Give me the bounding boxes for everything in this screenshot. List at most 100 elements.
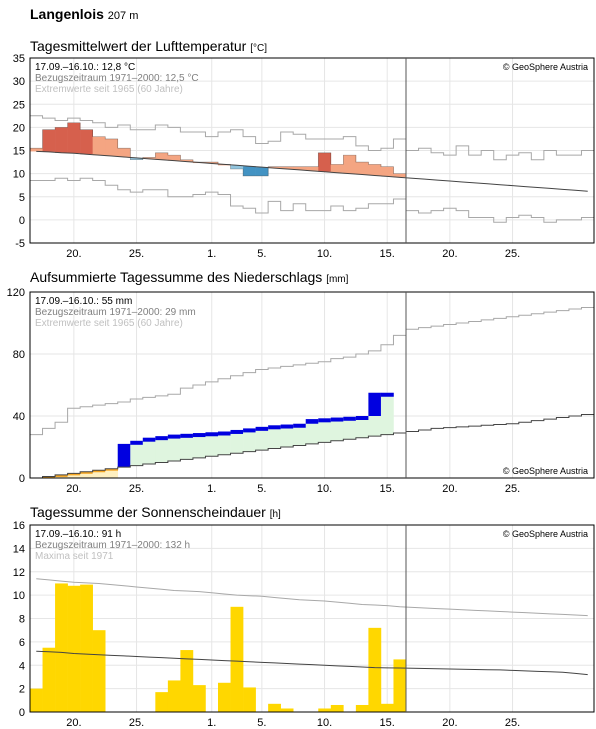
panel-0-ytick-0: -5 (15, 238, 25, 250)
precip-above-15 (218, 431, 231, 436)
temperature-title: Tagesmittelwert der Lufttemperatur [°C] (30, 38, 267, 54)
panel-1-ytick-0: 0 (19, 473, 25, 485)
panel-0-border (29, 57, 595, 244)
sunshine-bar-20 (280, 708, 294, 712)
panel-2-ytick-2: 4 (19, 660, 25, 672)
precip-above-8 (130, 440, 144, 445)
temperature-title-text: Tagesmittelwert der Lufttemperatur (30, 38, 247, 54)
panel-2-xtick-3: 5. (257, 717, 266, 729)
precip-above-17 (243, 428, 256, 433)
precip-above-21 (293, 423, 307, 428)
panel-1-xtick-7: 25. (505, 483, 520, 495)
panel-0-info-0: 17.09.–16.10.: 12,8 °C (35, 62, 135, 73)
panel-0-xtick-6: 20. (442, 248, 457, 260)
sunshine-bar-23 (318, 708, 332, 712)
panel-1-ytick-1: 40 (13, 411, 25, 423)
sunshine-bar-11 (167, 680, 181, 712)
sunshine-bar-4 (80, 584, 93, 712)
temperature-bar-10 (155, 152, 169, 160)
temperature-bar-1 (42, 129, 56, 152)
temperature-bar-29 (393, 173, 407, 178)
sunshine-bar-0 (30, 688, 43, 712)
precip-max-extreme-line (30, 307, 594, 436)
panel-1-xtick-2: 1. (207, 483, 216, 495)
precip-above-28 (380, 392, 394, 397)
panel-2-xtick-1: 25. (129, 717, 144, 729)
precip-surplus-19 (268, 425, 281, 449)
precip-below-5 (92, 470, 106, 473)
temperature-bar-24 (330, 164, 344, 173)
temperature-bar-7 (117, 148, 131, 157)
temperature-bar-17 (243, 166, 256, 176)
precip-above-24 (330, 417, 344, 422)
precip-above-27 (368, 392, 382, 416)
precipitation-fill (42, 392, 394, 478)
sunshine-title-text: Tagessumme der Sonnenscheindauer (30, 504, 266, 520)
panel-1-xtick-4: 10. (317, 483, 332, 495)
panel-0-ytick-4: 15 (13, 146, 25, 158)
sunshine-bar-1 (42, 647, 56, 712)
precip-surplus-12 (180, 433, 194, 460)
precip-above-26 (355, 416, 369, 420)
station-name: Langenlois (30, 6, 104, 22)
temperature-bar-4 (80, 129, 93, 155)
panel-0-ytick-2: 5 (19, 192, 25, 204)
sunshine-bar-5 (92, 630, 106, 712)
precip-above-9 (142, 437, 156, 442)
panel-1-copyright: © GeoSphere Austria (503, 466, 588, 476)
panel-2-xtick-2: 1. (207, 717, 216, 729)
precip-surplus-16 (230, 429, 244, 454)
precip-surplus-28 (380, 392, 394, 435)
panel-1-xtick-1: 25. (129, 483, 144, 495)
panel-0-frame: -5 0 5 10 15 20 25 30 35 20. 25. 1. 5. 10. 15. 20. 25. 17… (13, 53, 595, 260)
precip-above-23 (318, 418, 332, 423)
panel-2-border (29, 524, 595, 713)
precip-surplus-11 (167, 434, 181, 461)
sunshine-bar-2 (55, 583, 68, 712)
panel-0-xtick-3: 5. (257, 248, 266, 260)
temperature-bar-19 (268, 166, 281, 169)
temperature-bar-12 (180, 159, 194, 162)
precipitation-title-text: Aufsummierte Tagessumme des Niederschlag… (30, 269, 323, 285)
panel-1-xtick-0: 20. (66, 483, 81, 495)
precip-surplus-18 (255, 426, 269, 451)
panel-2-ytick-3: 6 (19, 637, 25, 649)
precip-surplus-17 (243, 428, 256, 452)
temperature-bar-5 (92, 136, 106, 156)
precip-above-25 (343, 416, 357, 421)
precip-surplus-25 (343, 416, 357, 440)
temperature-bar-21 (293, 166, 307, 170)
precip-surplus-14 (205, 432, 219, 457)
panel-2-frame: 0 2 4 6 8 10 12 14 16 20. 25. 1. 5. 10. 15. 20. 25. 17.09… (13, 520, 595, 729)
panel-0-ytick-8: 35 (13, 53, 25, 65)
precip-above-10 (155, 436, 169, 441)
panel-1-xtick-3: 5. (257, 483, 266, 495)
temperature-bar-6 (105, 138, 119, 157)
precip-deficit-6 (105, 468, 119, 478)
panel-2-xtick-0: 20. (66, 717, 81, 729)
sunshine-bar-10 (155, 692, 169, 712)
panel-0-info-1: Bezugszeitraum 1971–2000: 12,5 °C (35, 73, 199, 84)
temperature-bar-8 (130, 157, 144, 160)
temperature-bar-27 (368, 164, 382, 176)
sunshine-bar-28 (380, 703, 394, 712)
precip-surplus-15 (218, 431, 231, 455)
panel-1-info-1: Bezugszeitraum 1971–2000: 29 mm (35, 307, 196, 318)
panel-2-xtick-7: 25. (505, 717, 520, 729)
panel-0-info-2: Extremwerte seit 1965 (60 Jahre) (35, 84, 183, 95)
precip-above-14 (205, 432, 219, 437)
sunshine-bar-24 (330, 704, 344, 712)
temperature-bar-2 (55, 127, 68, 153)
precip-surplus-10 (155, 436, 169, 463)
panel-1-info-0: 17.09.–16.10.: 55 mm (35, 296, 132, 307)
sunshine-bar-26 (355, 704, 369, 712)
panel-2-info-1: Bezugszeitraum 1971–2000: 132 h (35, 540, 190, 551)
station-header: Langenlois 207 m (30, 6, 138, 22)
temperature-bar-26 (355, 162, 369, 175)
precip-deficit-4 (80, 471, 93, 478)
precip-surplus-20 (280, 424, 294, 447)
temperature-bar-14 (205, 162, 219, 164)
temperature-bar-18 (255, 167, 269, 176)
panel-2-info-0: 17.09.–16.10.: 91 h (35, 529, 121, 540)
sunshine-title: Tagessumme der Sonnenscheindauer [h] (30, 504, 281, 520)
